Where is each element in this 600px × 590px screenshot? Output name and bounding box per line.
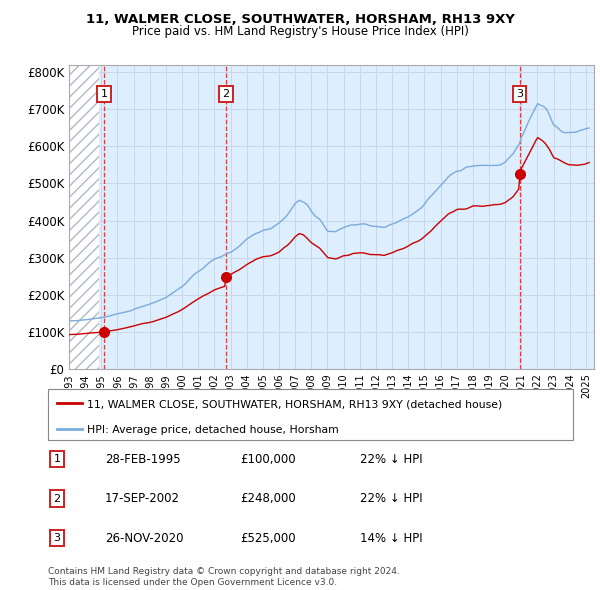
Text: 14% ↓ HPI: 14% ↓ HPI: [360, 532, 422, 545]
Text: 2: 2: [53, 494, 61, 503]
Text: 22% ↓ HPI: 22% ↓ HPI: [360, 492, 422, 505]
Text: Price paid vs. HM Land Registry's House Price Index (HPI): Price paid vs. HM Land Registry's House …: [131, 25, 469, 38]
Text: £248,000: £248,000: [240, 492, 296, 505]
Text: 17-SEP-2002: 17-SEP-2002: [105, 492, 180, 505]
Text: HPI: Average price, detached house, Horsham: HPI: Average price, detached house, Hors…: [88, 425, 339, 434]
Text: 1: 1: [53, 454, 61, 464]
Text: 22% ↓ HPI: 22% ↓ HPI: [360, 453, 422, 466]
FancyBboxPatch shape: [48, 389, 573, 440]
Text: 3: 3: [53, 533, 61, 543]
Text: £525,000: £525,000: [240, 532, 296, 545]
Text: 26-NOV-2020: 26-NOV-2020: [105, 532, 184, 545]
Text: £100,000: £100,000: [240, 453, 296, 466]
Text: 3: 3: [516, 88, 523, 99]
Text: 11, WALMER CLOSE, SOUTHWATER, HORSHAM, RH13 9XY: 11, WALMER CLOSE, SOUTHWATER, HORSHAM, R…: [86, 13, 514, 26]
Text: 11, WALMER CLOSE, SOUTHWATER, HORSHAM, RH13 9XY (detached house): 11, WALMER CLOSE, SOUTHWATER, HORSHAM, R…: [88, 399, 503, 409]
Text: 1: 1: [100, 88, 107, 99]
Text: 2: 2: [222, 88, 229, 99]
Text: 28-FEB-1995: 28-FEB-1995: [105, 453, 181, 466]
Text: This data is licensed under the Open Government Licence v3.0.: This data is licensed under the Open Gov…: [48, 578, 337, 587]
Text: Contains HM Land Registry data © Crown copyright and database right 2024.: Contains HM Land Registry data © Crown c…: [48, 566, 400, 576]
